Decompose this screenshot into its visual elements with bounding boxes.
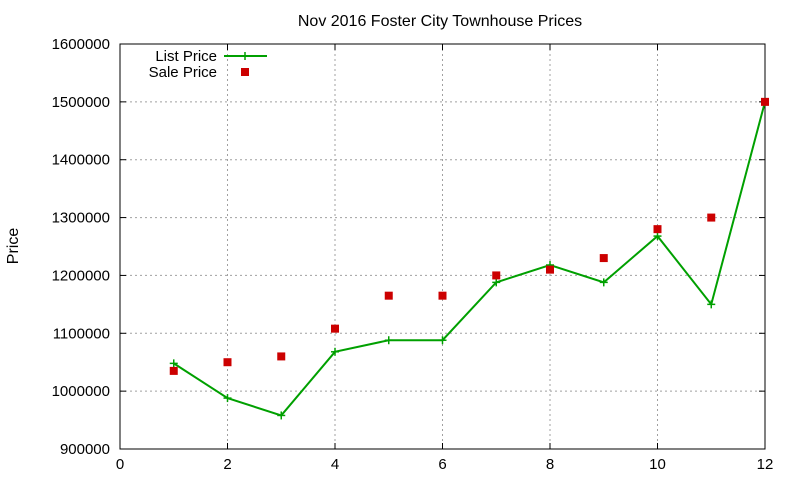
- y-tick-label: 1400000: [52, 152, 110, 169]
- legend-square-swatch: [241, 68, 249, 76]
- x-tick-label: 8: [546, 456, 554, 473]
- list-price-point: [223, 394, 232, 403]
- y-axis-label: Price: [5, 228, 22, 265]
- list-price-point: [599, 278, 608, 287]
- y-tick-label: 900000: [60, 441, 110, 458]
- list-price-point: [384, 336, 393, 345]
- list-price-point: [331, 347, 339, 356]
- x-tick-label: 2: [223, 456, 231, 473]
- sale-price-point: [384, 291, 393, 300]
- y-tick-label: 1100000: [53, 325, 110, 342]
- axis-ticks: 0 2 4 6 8 10 12 900000 1000000 1100000 1200000 1300…: [52, 36, 774, 473]
- legend-plus-swatch: [241, 52, 249, 60]
- plot-frame: [119, 43, 766, 450]
- y-tick-label: 1300000: [52, 210, 110, 227]
- y-tick-label: 1600000: [52, 36, 110, 53]
- sale-price-point: [761, 97, 769, 106]
- x-tick-label: 12: [757, 456, 774, 473]
- legend-label: List Price: [155, 48, 217, 65]
- series-list-price: [169, 97, 769, 420]
- sale-price-point: [223, 358, 232, 367]
- list-price-point: [653, 232, 662, 241]
- sale-price-point: [492, 271, 501, 280]
- x-tick-label: 4: [331, 456, 339, 473]
- list-price-point: [169, 359, 178, 368]
- sale-price-point: [277, 352, 286, 361]
- grid-lines: [120, 44, 765, 449]
- series-sale-price: [169, 97, 769, 375]
- x-tick-label: 10: [649, 456, 666, 473]
- y-tick-label: 1500000: [52, 94, 110, 111]
- x-tick-label: 0: [116, 456, 124, 473]
- sale-price-point: [707, 213, 716, 222]
- list-price-point: [438, 336, 447, 345]
- sale-price-point: [546, 265, 554, 274]
- list-price-point: [492, 278, 501, 287]
- x-tick-label: 6: [438, 456, 446, 473]
- chart-title: Nov 2016 Foster City Townhouse Prices: [298, 13, 582, 30]
- sale-price-point: [438, 291, 447, 300]
- list-price-point: [277, 411, 286, 420]
- sale-price-point: [653, 225, 662, 234]
- sale-price-point: [599, 254, 608, 263]
- sale-price-point: [331, 324, 339, 333]
- y-tick-label: 1000000: [52, 383, 110, 400]
- legend-label: Sale Price: [149, 64, 217, 81]
- y-tick-label: 1200000: [52, 267, 110, 284]
- list-price-line: [173, 101, 766, 417]
- list-price-point: [707, 300, 716, 309]
- data-series: [169, 97, 769, 420]
- sale-price-point: [169, 366, 178, 375]
